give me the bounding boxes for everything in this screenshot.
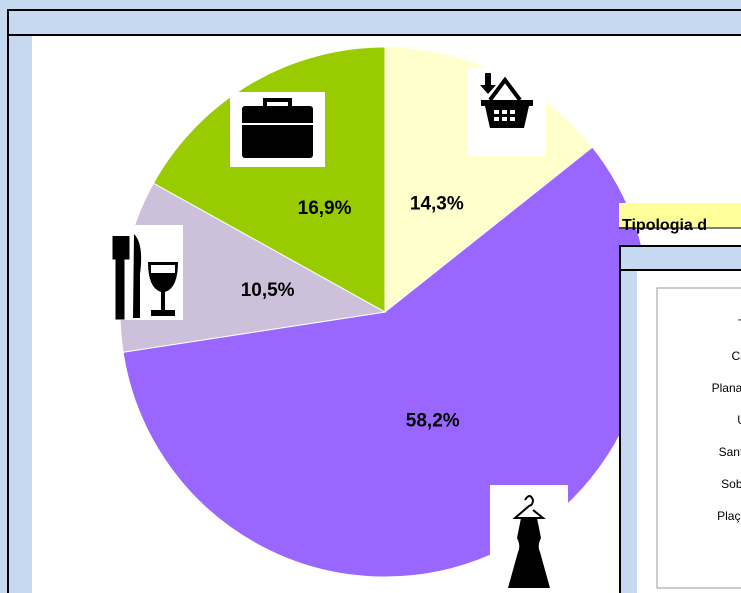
side-category-label: Ca (732, 349, 741, 363)
icon-cutlery (108, 225, 183, 320)
data-label: 58,2% (406, 410, 460, 431)
side-category-label: T (738, 317, 741, 331)
side-title: Tipologia d (622, 217, 707, 234)
side-category-label: Plaça M (717, 509, 741, 523)
side-category-label: Plana de l (712, 381, 741, 395)
icon-dress (490, 485, 568, 593)
side-category-label: Sobrer (721, 477, 741, 491)
icon-basket (468, 68, 546, 156)
data-label: 10,5% (241, 280, 295, 301)
pie: 14,3% 58,2% 10,5% 16,9% (119, 46, 651, 578)
side-title-bg (619, 203, 741, 227)
side-category-label: Sant Mi (719, 445, 741, 459)
icon-briefcase (230, 92, 325, 167)
side-category-label: U (737, 413, 741, 427)
pie-slice (152, 46, 386, 313)
data-label: 14,3% (410, 194, 464, 215)
data-label: 16,9% (298, 198, 352, 219)
side-labels: T Ca Plana de l U Sant Mi Sobrer Plaça M (712, 317, 741, 523)
side-plot-frame (656, 287, 741, 589)
